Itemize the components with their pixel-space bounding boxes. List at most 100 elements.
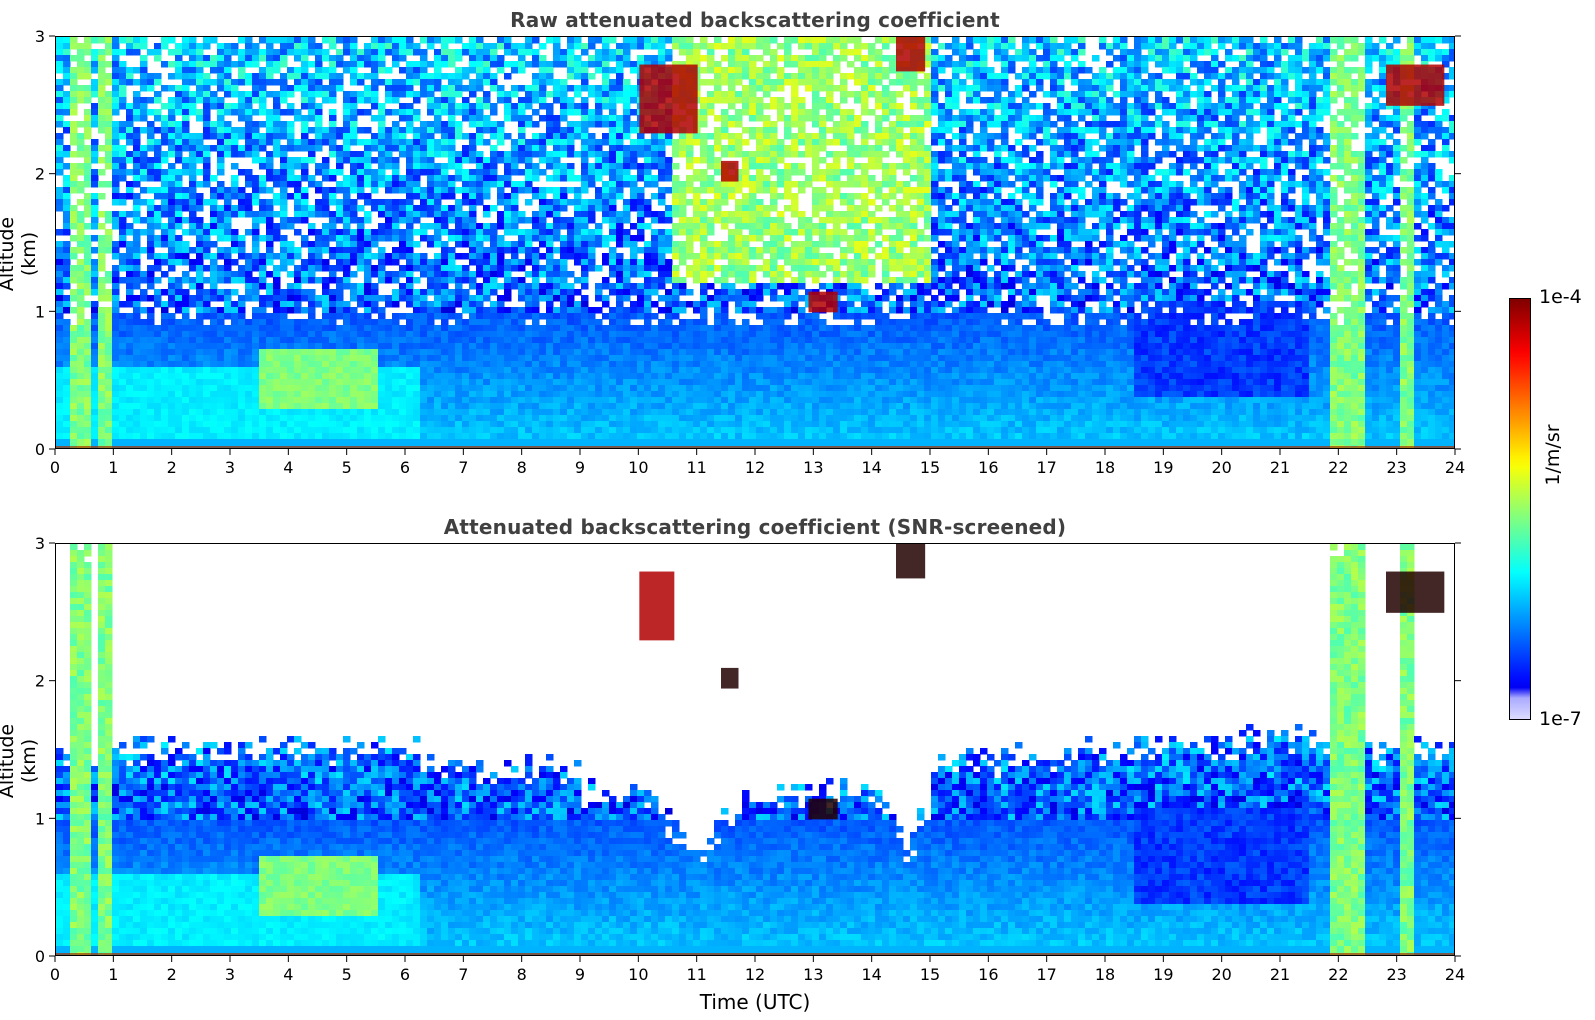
heatmap-cell bbox=[588, 337, 596, 344]
heatmap-cell bbox=[175, 235, 183, 242]
heatmap-cell bbox=[588, 439, 596, 446]
heatmap-cell bbox=[329, 91, 337, 98]
heatmap-cell bbox=[644, 301, 652, 308]
heatmap-cell bbox=[266, 73, 274, 80]
heatmap-cell bbox=[350, 241, 358, 248]
heatmap-cell bbox=[385, 373, 393, 380]
heatmap-cell bbox=[483, 433, 491, 440]
heatmap-cell bbox=[378, 127, 386, 134]
heatmap-cell bbox=[434, 187, 442, 194]
heatmap-cell bbox=[168, 319, 176, 326]
heatmap-cell bbox=[91, 277, 99, 284]
heatmap-cell bbox=[322, 187, 330, 194]
heatmap-cell bbox=[175, 67, 183, 74]
heatmap-cell bbox=[84, 109, 92, 116]
heatmap-cell bbox=[574, 373, 582, 380]
heatmap-cell bbox=[77, 319, 85, 326]
heatmap-cell bbox=[574, 175, 582, 182]
heatmap-cell bbox=[84, 373, 92, 380]
heatmap-cell bbox=[98, 37, 106, 44]
heatmap-cell bbox=[252, 151, 260, 158]
heatmap-cell bbox=[588, 109, 596, 116]
heatmap-cell bbox=[245, 337, 253, 344]
heatmap-cell bbox=[511, 403, 519, 410]
heatmap-cell bbox=[140, 199, 148, 206]
heatmap-cell bbox=[168, 265, 176, 272]
heatmap-cell bbox=[490, 343, 498, 350]
heatmap-cell bbox=[189, 403, 197, 410]
heatmap-cell bbox=[301, 277, 309, 284]
heatmap-cell bbox=[630, 373, 638, 380]
heatmap-cell bbox=[105, 343, 113, 350]
heatmap-cell bbox=[511, 373, 519, 380]
heatmap-cell bbox=[553, 205, 561, 212]
heatmap-cell bbox=[210, 97, 218, 104]
heatmap-cell bbox=[91, 67, 99, 74]
heatmap-cell bbox=[434, 205, 442, 212]
heatmap-cell bbox=[574, 253, 582, 260]
heatmap-cell bbox=[245, 373, 253, 380]
heatmap-cell bbox=[77, 199, 85, 206]
heatmap-cell bbox=[525, 427, 533, 434]
heatmap-cell bbox=[588, 265, 596, 272]
heatmap-cell bbox=[483, 181, 491, 188]
heatmap-cell bbox=[616, 439, 624, 446]
heatmap-cell bbox=[322, 229, 330, 236]
heatmap-cell bbox=[308, 361, 316, 368]
heatmap-cell bbox=[651, 181, 659, 188]
heatmap-cell bbox=[539, 229, 547, 236]
heatmap-cell bbox=[245, 145, 253, 152]
heatmap-cell bbox=[385, 85, 393, 92]
heatmap-cell bbox=[224, 127, 232, 134]
heatmap-cell bbox=[448, 331, 456, 338]
heatmap-cell bbox=[182, 247, 190, 254]
heatmap-cell bbox=[98, 313, 106, 320]
heatmap-cell bbox=[434, 415, 442, 422]
heatmap-cell bbox=[441, 373, 449, 380]
heatmap-cell bbox=[147, 427, 155, 434]
heatmap-cell bbox=[392, 163, 400, 170]
heatmap-cell bbox=[133, 277, 141, 284]
heatmap-cell bbox=[455, 253, 463, 260]
heatmap-cell bbox=[441, 103, 449, 110]
heatmap-cell bbox=[560, 109, 568, 116]
heatmap-cell bbox=[371, 391, 379, 398]
heatmap-cell bbox=[497, 379, 505, 386]
heatmap-cell bbox=[490, 175, 498, 182]
heatmap-cell bbox=[161, 241, 169, 248]
heatmap-cell bbox=[343, 361, 351, 368]
heatmap-cell bbox=[154, 325, 162, 332]
heatmap-cell bbox=[126, 367, 134, 374]
heatmap-cell bbox=[525, 355, 533, 362]
heatmap-cell bbox=[154, 223, 162, 230]
heatmap-cell bbox=[490, 253, 498, 260]
heatmap-cell bbox=[532, 307, 540, 314]
heatmap-cell bbox=[161, 379, 169, 386]
heatmap-cell bbox=[518, 133, 526, 140]
heatmap-cell bbox=[245, 271, 253, 278]
heatmap-cell bbox=[602, 61, 610, 68]
heatmap-cell bbox=[280, 223, 288, 230]
heatmap-cell bbox=[70, 325, 78, 332]
heatmap-cell bbox=[70, 379, 78, 386]
heatmap-cell bbox=[140, 433, 148, 440]
heatmap-cell bbox=[441, 355, 449, 362]
heatmap-cell bbox=[525, 115, 533, 122]
heatmap-cell bbox=[301, 343, 309, 350]
heatmap-cell bbox=[371, 91, 379, 98]
heatmap-cell bbox=[567, 139, 575, 146]
heatmap-cell bbox=[490, 331, 498, 338]
heatmap-cell bbox=[427, 391, 435, 398]
heatmap-cell bbox=[434, 433, 442, 440]
heatmap-cell bbox=[385, 433, 393, 440]
heatmap-cell bbox=[210, 355, 218, 362]
heatmap-cell bbox=[609, 253, 617, 260]
heatmap-cell bbox=[434, 331, 442, 338]
heatmap-cell bbox=[609, 145, 617, 152]
heatmap-cell bbox=[553, 361, 561, 368]
heatmap-cell bbox=[539, 211, 547, 218]
heatmap-cell bbox=[266, 397, 274, 404]
heatmap-cell bbox=[385, 415, 393, 422]
heatmap-cell bbox=[273, 91, 281, 98]
heatmap-cell bbox=[350, 181, 358, 188]
